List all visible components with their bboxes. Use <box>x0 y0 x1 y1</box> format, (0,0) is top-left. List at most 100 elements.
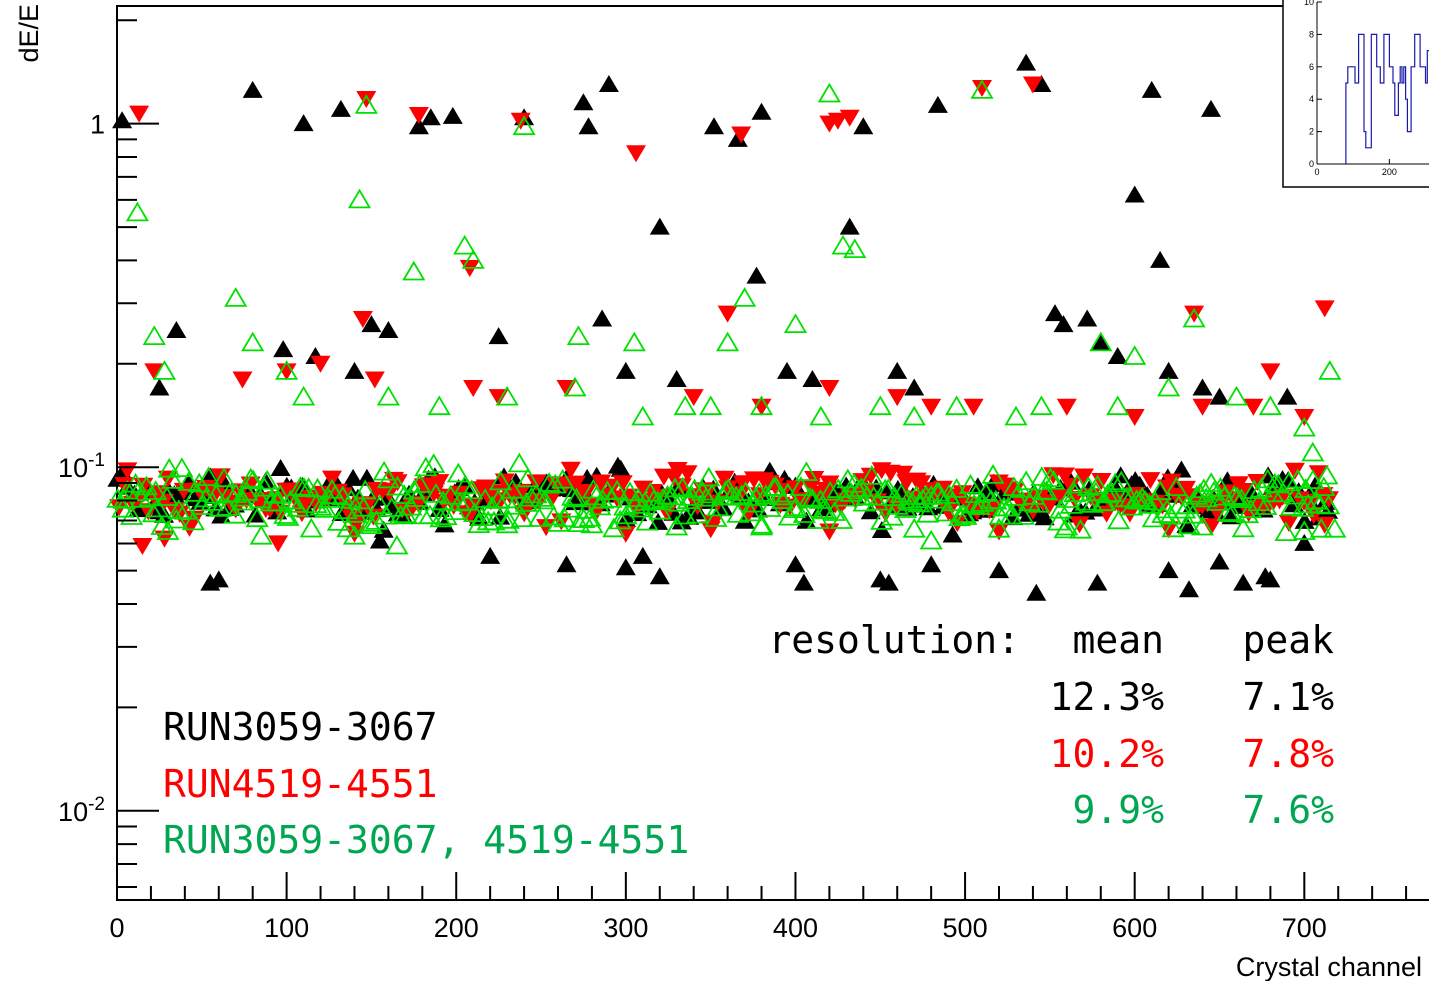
red-point-outlier <box>1184 305 1205 323</box>
red-point-outlier <box>1314 300 1335 318</box>
black-point-outlier <box>1124 185 1145 203</box>
black-point <box>343 468 364 486</box>
green-point <box>177 471 201 491</box>
red-point-outlier <box>1022 76 1043 94</box>
green-point <box>1192 478 1216 499</box>
green-point-outlier <box>945 395 969 416</box>
green-point <box>1148 480 1172 501</box>
green-point <box>876 478 900 498</box>
green-point <box>940 491 964 512</box>
resolution-peak-1: 7.8% <box>1242 732 1334 776</box>
black-point-outlier <box>293 114 314 132</box>
red-point <box>764 477 785 495</box>
green-point-outlier <box>699 395 723 416</box>
green-point <box>945 478 969 498</box>
green-point <box>1216 501 1240 521</box>
data-points <box>106 53 1347 601</box>
green-point-outlier <box>673 395 697 416</box>
black-point-outlier <box>420 108 441 126</box>
y-tick-label-2: 10-2 <box>58 794 105 827</box>
green-point <box>376 468 401 489</box>
red-point <box>677 465 698 483</box>
green-point-outlier <box>1106 395 1130 416</box>
red-point-outlier <box>129 105 150 123</box>
red-point <box>714 470 735 488</box>
green-point-outlier <box>461 249 485 269</box>
black-point-outlier <box>273 340 294 358</box>
black-point-outlier <box>751 102 772 120</box>
black-point-outlier <box>1277 387 1298 405</box>
x-axis-label: Crystal channel <box>1236 952 1422 981</box>
green-point <box>460 479 484 500</box>
green-point-outlier <box>749 395 774 416</box>
green-point <box>1301 469 1325 490</box>
green-point-outlier <box>817 82 841 103</box>
resolution-peak-2: 7.6% <box>1242 788 1334 832</box>
green-point <box>818 480 842 501</box>
black-point-outlier <box>208 570 229 588</box>
inset-y-tick-label-1: 2 <box>1309 127 1314 137</box>
green-point-outlier <box>152 360 177 380</box>
green-point <box>496 509 520 529</box>
red-point-outlier <box>1124 409 1145 426</box>
green-point-outlier <box>868 395 892 416</box>
red-point <box>952 485 973 503</box>
green-point <box>1107 509 1131 530</box>
green-point <box>1042 469 1066 490</box>
black-point-outlier <box>1294 533 1315 551</box>
green-point <box>1161 517 1185 538</box>
x-axis-ticks: 0 100 200 300 400 500 600 700 <box>109 872 1408 943</box>
black-point-outlier <box>488 327 509 345</box>
green-point-outlier <box>580 513 604 534</box>
green-point-outlier <box>843 238 867 259</box>
green-point <box>489 470 513 491</box>
red-point-outlier <box>819 523 840 541</box>
green-point <box>830 509 854 529</box>
black-point-outlier <box>1179 580 1199 598</box>
green-point <box>516 467 540 488</box>
green-point <box>1242 479 1266 500</box>
black-point-outlier <box>1090 333 1111 351</box>
inset-y-tick-label-5: 10 <box>1304 0 1314 7</box>
green-point <box>245 507 269 528</box>
black-point <box>128 500 149 518</box>
green-point <box>414 456 438 477</box>
green-point <box>967 495 991 515</box>
black-point-outlier <box>704 117 724 135</box>
inset-x-tick-label-1: 200 <box>1382 167 1397 177</box>
green-point <box>605 479 629 500</box>
green-point <box>385 475 410 496</box>
resolution-mean-1: 10.2% <box>1050 732 1165 776</box>
green-point <box>1239 498 1263 519</box>
black-point-outlier <box>921 555 942 573</box>
green-point <box>948 506 972 527</box>
red-point <box>240 476 261 494</box>
green-point <box>1048 498 1073 519</box>
black-point-outlier <box>1031 75 1052 92</box>
inset-frame <box>1282 0 1429 188</box>
green-point <box>286 497 310 517</box>
green-point <box>801 488 825 508</box>
green-point <box>697 466 721 487</box>
green-point <box>533 489 557 510</box>
black-point-outlier <box>1026 583 1047 601</box>
green-point-outlier <box>342 524 367 545</box>
black-point-outlier <box>166 321 187 338</box>
green-point <box>1164 476 1188 497</box>
green-point <box>482 510 506 531</box>
black-point-outlier <box>839 217 860 235</box>
green-point <box>1068 518 1093 539</box>
black-point-outlier <box>887 361 908 379</box>
green-point <box>614 504 638 525</box>
black-point <box>1034 508 1055 526</box>
black-point-outlier <box>853 117 874 135</box>
black-point-outlier <box>878 573 899 591</box>
black-point-outlier <box>1107 347 1128 364</box>
green-point <box>865 490 889 511</box>
green-point <box>507 452 531 473</box>
green-point-outlier <box>1055 515 1079 536</box>
black-point-outlier <box>1209 552 1230 570</box>
green-point-outlier <box>1323 517 1347 538</box>
black-point-outlier <box>1087 573 1108 591</box>
